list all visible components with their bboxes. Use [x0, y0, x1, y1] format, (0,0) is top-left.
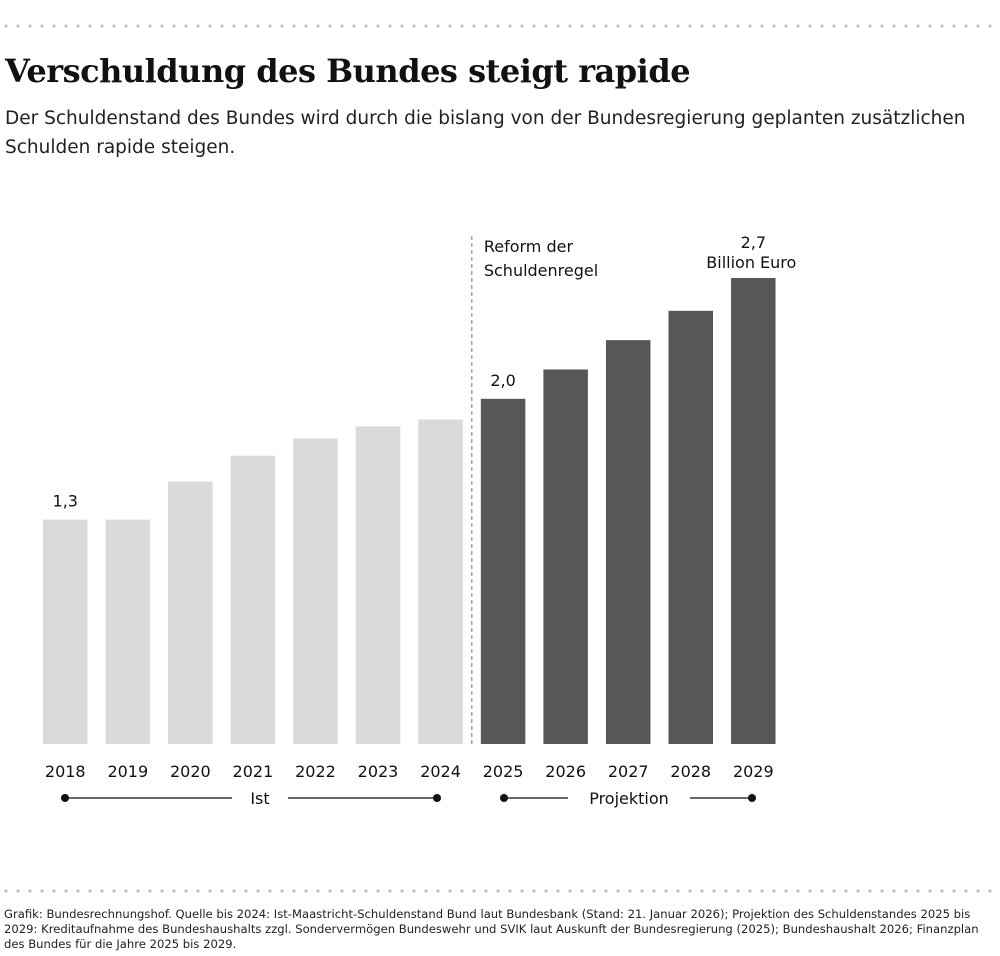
bar-2025	[480, 398, 526, 744]
bar-2018	[43, 519, 88, 744]
x-tick-label-2028: 2028	[670, 762, 711, 781]
timeline-ist-start-dot	[61, 794, 69, 802]
x-tick-label-2025: 2025	[483, 762, 524, 781]
bottom-divider	[0, 889, 1000, 893]
x-tick-label-2019: 2019	[107, 762, 148, 781]
annotation-line-2: Schuldenregel	[484, 261, 598, 280]
x-tick-label-2026: 2026	[545, 762, 586, 781]
bar-2026	[543, 369, 588, 744]
bar-2020	[168, 481, 213, 744]
unit-label: Billion Euro	[706, 253, 796, 272]
bar-2019	[105, 519, 151, 744]
data-label-2029: 2,7	[741, 233, 766, 252]
timeline-projektion-end-dot	[748, 794, 756, 802]
bar-2022	[293, 438, 338, 744]
x-tick-label-2029: 2029	[733, 762, 774, 781]
chart-title: Verschuldung des Bundes steigt rapide	[5, 52, 691, 90]
x-tick-label-2024: 2024	[420, 762, 461, 781]
chart-subtitle: Der Schuldenstand des Bundes wird durch …	[5, 108, 966, 158]
source-note: Grafik: Bundesrechnungshof. Quelle bis 2…	[4, 907, 979, 951]
bar-2029	[731, 278, 776, 744]
bar-2027	[605, 340, 651, 744]
x-tick-label-2020: 2020	[170, 762, 211, 781]
x-tick-label-2018: 2018	[45, 762, 86, 781]
timeline-ist-label: Ist	[250, 789, 269, 808]
top-divider	[0, 24, 1000, 28]
timeline-projektion-start-dot	[500, 794, 508, 802]
bar-2024	[418, 419, 463, 744]
data-label-2025: 2,0	[490, 371, 515, 390]
annotation-line-1: Reform der	[484, 237, 574, 256]
timeline-projektion-label: Projektion	[589, 789, 669, 808]
x-tick-label-2027: 2027	[608, 762, 649, 781]
x-tick-label-2022: 2022	[295, 762, 336, 781]
bar-2028	[668, 310, 713, 744]
bar-2023	[355, 426, 401, 744]
timeline-ist-end-dot	[433, 794, 441, 802]
bar-2021	[230, 455, 276, 744]
bar-chart: 2018 2019 2020 2021 2022 2023 2024 2025 2026 2027…	[43, 233, 796, 808]
x-tick-label-2021: 2021	[233, 762, 274, 781]
data-label-2018: 1,3	[53, 492, 78, 511]
x-tick-label-2023: 2023	[358, 762, 399, 781]
